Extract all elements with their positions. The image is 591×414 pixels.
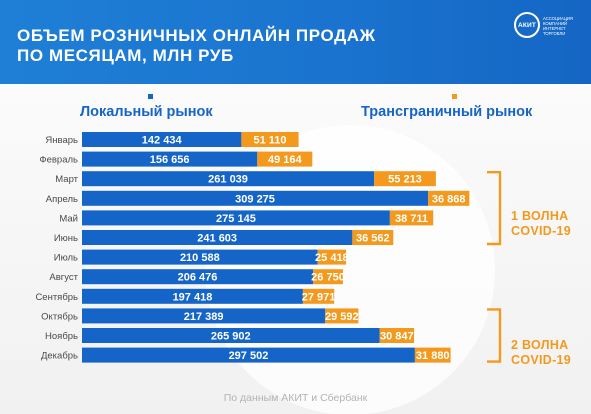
covid-wave-2-bracket (487, 308, 502, 363)
legend-swatch-cross-border (452, 94, 457, 99)
bar-local (82, 288, 303, 304)
bar-cross-border (257, 151, 313, 167)
data-label-local: 210 588 (180, 252, 220, 264)
covid-wave-1-bracket (487, 171, 502, 246)
covid-wave-1-label: 1 ВОЛНА COVID-19 (511, 209, 572, 238)
data-label-cross-border: 31 880 (416, 350, 450, 362)
data-label-cross-border: 27 971 (302, 291, 336, 303)
data-label-local: 142 434 (142, 135, 183, 147)
data-label-local: 265 902 (211, 331, 251, 343)
bar-cross-border (414, 347, 451, 363)
data-label-local: 241 603 (197, 233, 237, 245)
data-label-local: 206 476 (178, 272, 218, 284)
bar-cross-border (302, 288, 335, 304)
month-label: Ноябрь (45, 331, 78, 342)
bar-cross-border (389, 210, 434, 226)
bar-local (82, 210, 390, 226)
data-label-cross-border: 25 418 (315, 252, 349, 264)
data-label-cross-border: 49 164 (268, 154, 303, 166)
month-label: Январь (45, 135, 78, 146)
bar-cross-border (313, 269, 343, 285)
logo-mark: АКИТ (514, 12, 540, 38)
month-label: Сентябрь (35, 292, 78, 303)
data-label-cross-border: 55 213 (388, 174, 422, 186)
bar-local (82, 190, 429, 206)
month-label: Март (55, 174, 78, 185)
bar-cross-border (325, 308, 359, 324)
page-title: ОБЪЕМ РОЗНИЧНЫХ ОНЛАЙН ПРОДАЖ ПО МЕСЯЦАМ… (17, 26, 376, 65)
legend-swatch-local (148, 94, 153, 99)
month-label: Февраль (39, 155, 78, 166)
bar-local (82, 230, 353, 245)
data-label-cross-border: 36 868 (432, 193, 466, 205)
bar-cross-border (317, 249, 347, 265)
data-label-local: 309 275 (235, 193, 275, 205)
bar-cross-border (379, 328, 415, 343)
data-label-local: 217 389 (184, 311, 224, 323)
month-label: Декабрь (41, 351, 78, 362)
legend-cross-border: Трансграничный рынок (361, 104, 533, 120)
data-label-cross-border: 26 750 (311, 272, 345, 284)
month-label: Август (49, 272, 78, 283)
data-label-cross-border: 36 562 (356, 233, 390, 245)
bar-local (82, 171, 375, 187)
header-banner: ОБЪЕМ РОЗНИЧНЫХ ОНЛАЙН ПРОДАЖ ПО МЕСЯЦАМ… (0, 0, 591, 84)
bar-local (82, 249, 318, 265)
legend-local: Локальный рынок (80, 104, 213, 120)
akit-logo: АКИТ Ассоциация компаний интернет торгов… (514, 12, 586, 48)
data-label-cross-border: 29 592 (325, 311, 359, 323)
data-label-local: 156 656 (150, 154, 190, 166)
data-label-local: 275 145 (216, 213, 256, 225)
data-label-cross-border: 38 711 (395, 213, 428, 225)
data-label-local: 297 502 (229, 350, 269, 362)
month-label: Апрель (46, 194, 78, 205)
bar-local (82, 269, 314, 285)
source-note: По данным АКИТ и Сбербанк (223, 392, 368, 404)
month-label: Июль (54, 253, 78, 264)
bar-local (82, 347, 415, 363)
bar-local (82, 151, 258, 167)
covid-wave-2-label: 2 ВОЛНА COVID-19 (511, 338, 572, 367)
data-label-local: 197 418 (173, 291, 213, 303)
data-label-local: 261 039 (208, 174, 248, 186)
bar-local (82, 308, 326, 324)
bar-cross-border (428, 190, 470, 206)
logo-caption: Ассоциация компаний интернет торговли (543, 16, 573, 36)
bar-cross-border (352, 230, 394, 245)
month-label: Июнь (54, 233, 78, 244)
bar-cross-border (241, 132, 299, 147)
bar-local (82, 132, 242, 147)
data-label-cross-border: 51 110 (253, 135, 286, 147)
month-label: Май (59, 213, 78, 224)
bar-cross-border (374, 171, 436, 187)
month-label: Октябрь (41, 311, 78, 322)
data-label-cross-border: 30 847 (380, 331, 414, 343)
bar-local (82, 328, 380, 343)
